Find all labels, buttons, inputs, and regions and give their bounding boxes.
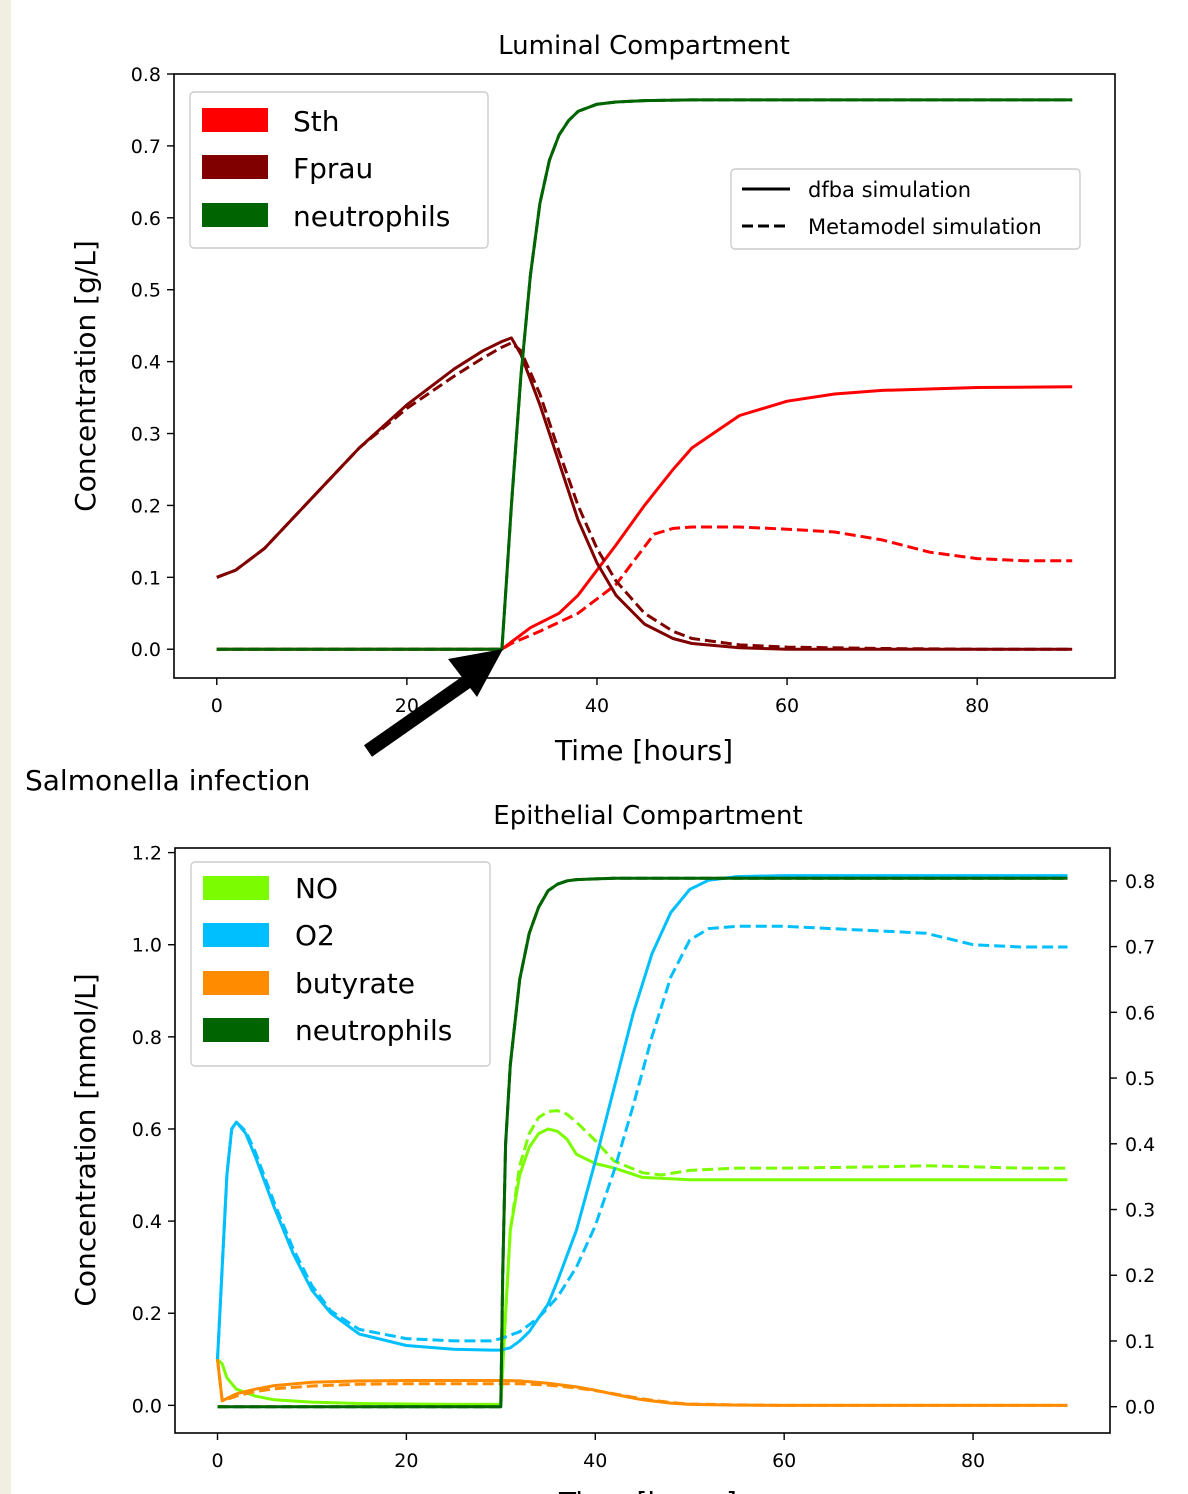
series-butyrate-dashed-line [216, 1359, 1068, 1407]
y-tick-label: 0.4 [132, 1211, 162, 1233]
y2-tick-label: 0.7 [1125, 937, 1155, 959]
y2-tick-label: 0.1 [1125, 1331, 1155, 1353]
legend-label-neutrophils-2: neutrophils [295, 1014, 452, 1047]
page-margin-strip [0, 0, 11, 1494]
annotation-text: Salmonella infection [25, 764, 310, 797]
legend-swatch-no [203, 876, 269, 900]
y-tick-label: 0.2 [132, 1303, 162, 1325]
style-legend-dashed-label: Metamodel simulation [808, 215, 1042, 239]
epithelial-xlabel: Time [hours] [558, 1486, 737, 1494]
y2-tick-label: 0.8 [1125, 871, 1155, 893]
y-tick-label: 0.1 [131, 567, 161, 589]
y-tick-label: 0.7 [131, 136, 161, 158]
epithelial-legend: NO O2 butyrate neutrophils [190, 861, 491, 1067]
series-neutrophils-dashed-line [216, 98, 1073, 651]
y2-tick-label: 0.0 [1125, 1397, 1155, 1419]
x-tick-label: 80 [961, 1450, 985, 1472]
series-no-dashed-line [499, 1109, 1068, 1405]
style-legend: dfba simulation Metamodel simulation [730, 168, 1081, 250]
epithelial-title: Epithelial Compartment [493, 801, 802, 831]
y-tick-label: 0.2 [131, 495, 161, 517]
legend-swatch-fprau [202, 155, 268, 179]
luminal-legend: Sth Fprau neutrophils [189, 91, 489, 249]
x-tick-label: 40 [583, 1450, 607, 1472]
legend-label-fprau: Fprau [293, 152, 373, 185]
y-tick-label: 0.6 [132, 1119, 162, 1141]
y-tick-label: 0.0 [131, 639, 161, 661]
legend-label-sth: Sth [293, 105, 340, 138]
x-tick-label: 60 [772, 1450, 796, 1472]
x-tick-label: 0 [211, 1450, 223, 1472]
y2-tick-label: 0.5 [1125, 1068, 1155, 1090]
legend-swatch-o2 [203, 923, 269, 947]
epithelial-plot: 0 20 40 60 80 0.0 0.2 0.4 0.6 0.8 1.0 1.2 0.0 0.1 0.2 0… [69, 801, 1155, 1494]
legend-label-no: NO [295, 872, 338, 905]
luminal-axes-frame [173, 73, 1116, 679]
y-tick-label: 0.4 [131, 352, 161, 374]
luminal-title: Luminal Compartment [498, 31, 790, 61]
y2-tick-label: 0.3 [1125, 1200, 1155, 1222]
y2-tick-label: 0.4 [1125, 1134, 1155, 1156]
y-tick-label: 0.5 [131, 280, 161, 302]
legend-swatch-sth [202, 108, 268, 132]
legend-swatch-butyrate [203, 971, 269, 995]
legend-label-o2: O2 [295, 919, 335, 952]
y-tick-label: 0.8 [131, 64, 161, 86]
y-tick-label: 0.0 [132, 1395, 162, 1417]
legend-label-neutrophils: neutrophils [293, 200, 450, 233]
y2-tick-label: 0.2 [1125, 1265, 1155, 1287]
epithelial-ticks: 0 20 40 60 80 0.0 0.2 0.4 0.6 0.8 1.0 1.2 0.0 0.1 0.2 0… [132, 843, 1155, 1472]
x-tick-label: 0 [211, 695, 223, 717]
x-tick-label: 60 [775, 695, 799, 717]
epithelial-ylabel: Concentration [mmol/L] [69, 973, 102, 1306]
series-fprau-dashed-line [216, 341, 1073, 651]
luminal-plot: 0 20 40 60 800.00.10.20.30.40.50.60.70.8 Lum… [25, 31, 1116, 797]
annotation-arrow-shaft [363, 675, 473, 757]
legend-swatch-neutrophils [202, 203, 268, 227]
y-tick-label: 0.8 [132, 1027, 162, 1049]
luminal-ticks: 0 20 40 60 800.00.10.20.30.40.50.60.70.8 [131, 64, 989, 717]
epithelial-series-group [216, 874, 1068, 1409]
legend-label-butyrate: butyrate [295, 967, 415, 1000]
series-neutrophils-dashed-line [217, 876, 1068, 1409]
style-legend-solid-label: dfba simulation [808, 178, 971, 202]
series-o2-dashed-line [216, 924, 1068, 1360]
y-tick-label: 1.0 [132, 935, 162, 957]
annotation-arrowhead [448, 649, 503, 697]
epithelial-axes-frame [174, 847, 1111, 1434]
y2-tick-label: 0.6 [1125, 1002, 1155, 1024]
luminal-series-group [216, 98, 1073, 651]
x-tick-label: 40 [585, 695, 609, 717]
salmonella-annotation: Salmonella infection [25, 649, 503, 797]
luminal-ylabel: Concentration [g/L] [69, 240, 102, 512]
x-tick-label: 20 [394, 1450, 418, 1472]
x-tick-label: 80 [965, 695, 989, 717]
y-tick-label: 1.2 [132, 843, 162, 865]
luminal-xlabel: Time [hours] [554, 734, 733, 767]
y-tick-label: 0.6 [131, 208, 161, 230]
y-tick-label: 0.3 [131, 424, 161, 446]
legend-swatch-neutrophils-2 [203, 1018, 269, 1042]
